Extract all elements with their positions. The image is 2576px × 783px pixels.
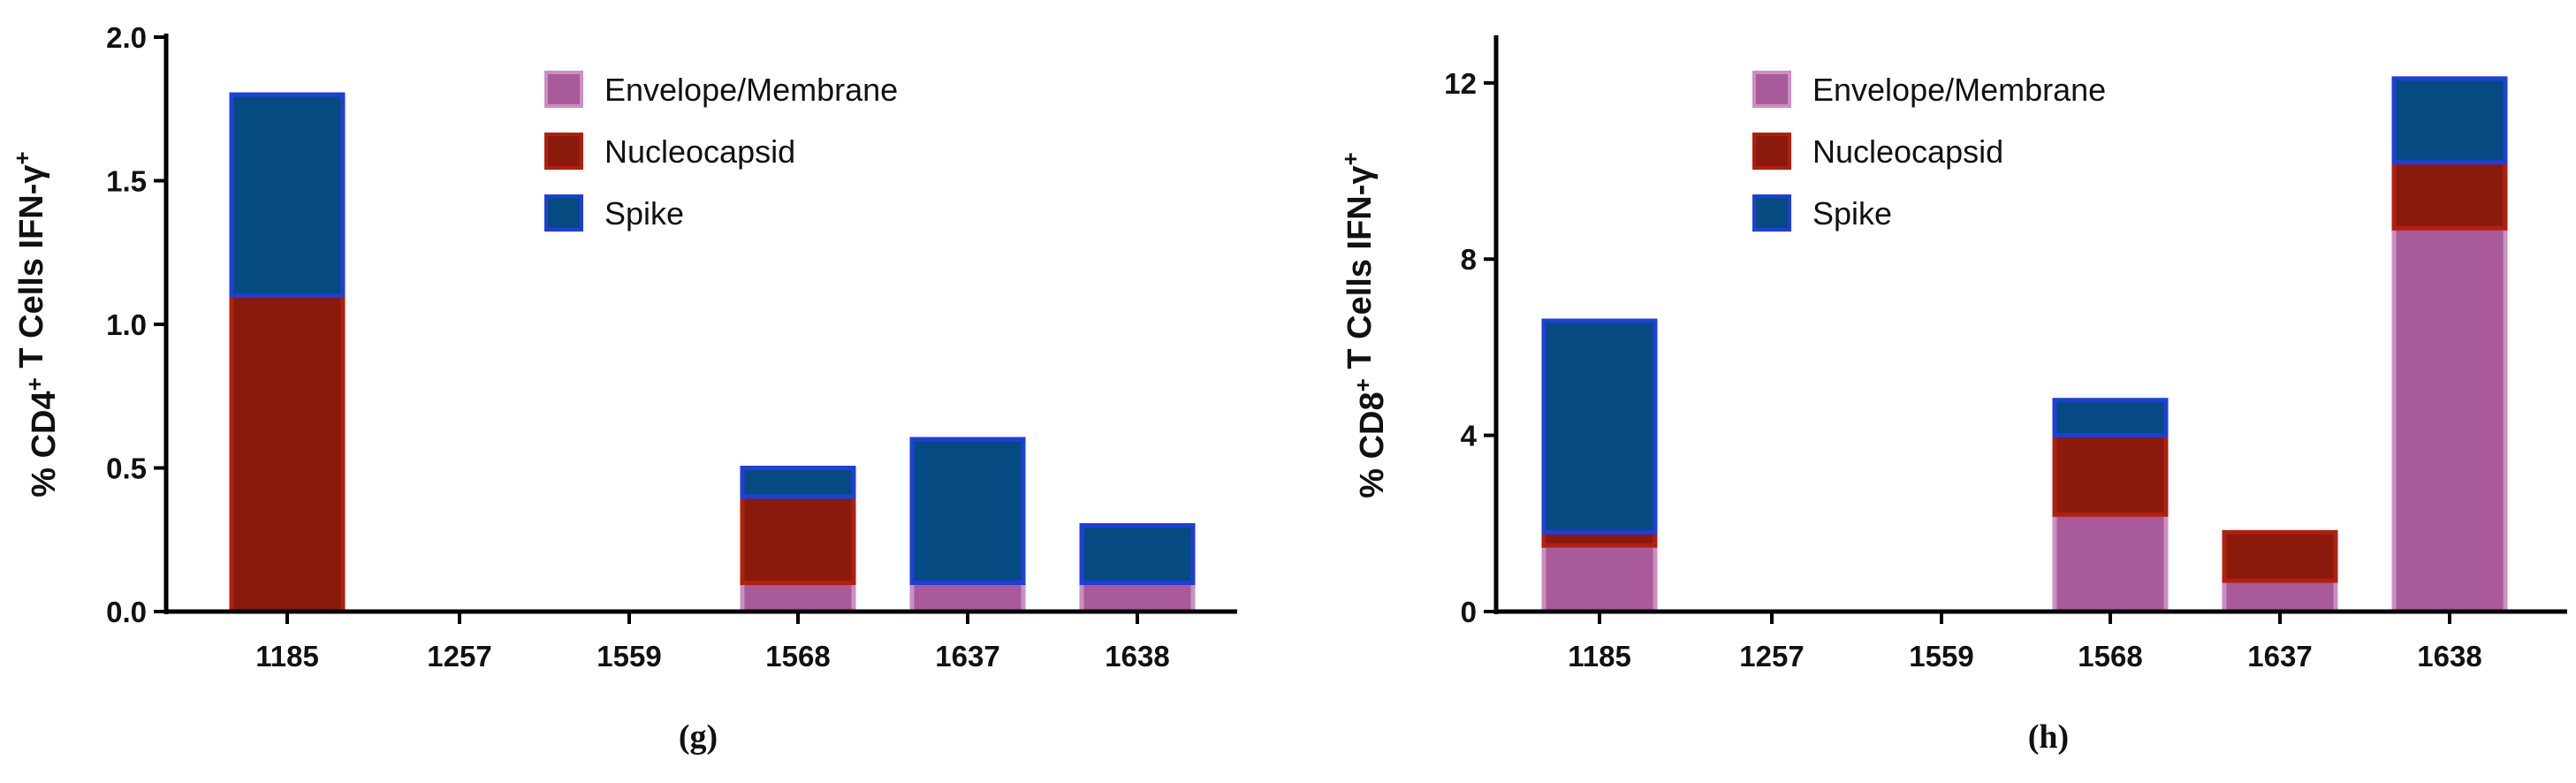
legend-label-spike: Spike [1812,195,1892,232]
bar-segment-spike-1638 [2391,76,2508,165]
x-tick-label: 1185 [1568,640,1631,673]
x-tick-label: 1257 [1739,640,1804,673]
legend-swatch-nucleocapsid [1752,133,1791,170]
bar-segment-envelope-1638 [2391,225,2508,614]
x-tick-label: 1637 [2247,640,2312,673]
y-tick-label: 12 [1444,67,1477,100]
legend-label-nucleocapsid: Nucleocapsid [1812,133,2003,170]
bar-segment-envelope-1568 [2052,512,2169,614]
y-tick-label: 2.0 [106,21,147,54]
y-axis-label-middle: T Cells IFN-γ [13,164,50,377]
y-axis-label-sup2: + [1337,152,1364,165]
y-tick-label: 8 [1461,243,1477,276]
bar-segment-spike-1185 [1541,318,1658,535]
y-tick-label: 0 [1461,596,1477,628]
y-axis-label-middle: T Cells IFN-γ [1341,165,1379,378]
legend-label-envelope: Envelope/Membrane [1812,72,2106,108]
bar-segment-envelope-1637 [909,581,1026,614]
y-axis-label-sup1: + [21,377,48,391]
chart-panel-g: 0.0 0.5 1.0 1.5 2.0 1185 1257 1559 1568 1637 1638%… [9,21,1237,756]
y-tick-label: 0.5 [106,452,147,485]
y-axis-label: % CD4+ T Cells IFN-γ+ [9,151,63,497]
y-tick-label: 4 [1461,420,1478,452]
legend-label-envelope: Envelope/Membrane [604,72,898,108]
bar-segment-nucleocapsid-1637 [2222,529,2338,583]
legend-swatch-envelope [544,71,583,108]
bar-segment-envelope-1638 [1079,581,1196,614]
bar-segment-nucleocapsid-1568 [2052,433,2169,517]
bar-segment-spike-1638 [1079,523,1196,585]
y-tick-label: 1.0 [106,308,147,341]
bar-segment-envelope-1637 [2222,578,2338,614]
y-axis-label-prefix: % CD4 [26,391,63,497]
bar-segment-nucleocapsid-1568 [740,494,856,585]
y-tick-label: 1.5 [106,165,147,198]
y-axis-label-sup2: + [9,151,35,164]
x-tick-label: 1559 [1909,640,1973,673]
legend-swatch-nucleocapsid [544,133,583,170]
x-tick-label: 1257 [427,640,491,673]
legend-swatch-spike [1752,194,1791,232]
x-tick-label: 1638 [1105,640,1169,673]
bar-segment-spike-1568 [2052,398,2169,438]
bar-segment-nucleocapsid-1638 [2391,160,2508,231]
bar-segment-spike-1637 [909,437,1026,585]
y-axis-label-sup1: + [1349,378,1376,392]
x-tick-label: 1568 [2078,640,2142,673]
legend-swatch-spike [544,194,583,232]
x-tick-label: 1637 [935,640,999,673]
bar-segment-envelope-1185 [1541,543,1658,614]
panel-label: (g) [679,718,718,756]
bar-segment-spike-1185 [229,92,346,298]
x-tick-label: 1568 [765,640,830,673]
y-tick-label: 0.0 [106,596,147,628]
legend-swatch-envelope [1752,71,1791,108]
legend-label-nucleocapsid: Nucleocapsid [604,133,795,170]
bar-segment-nucleocapsid-1185 [229,293,346,614]
y-axis-label: % CD8+ T Cells IFN-γ+ [1337,152,1391,498]
y-axis-label-prefix: % CD8 [1354,392,1391,498]
x-tick-label: 1559 [597,640,661,673]
panel-label: (h) [2028,718,2069,756]
x-tick-label: 1638 [2417,640,2481,673]
bar-segment-spike-1568 [740,466,856,499]
legend-label-spike: Spike [604,195,684,232]
bar-segment-envelope-1568 [740,581,856,614]
x-tick-label: 1185 [255,640,319,673]
